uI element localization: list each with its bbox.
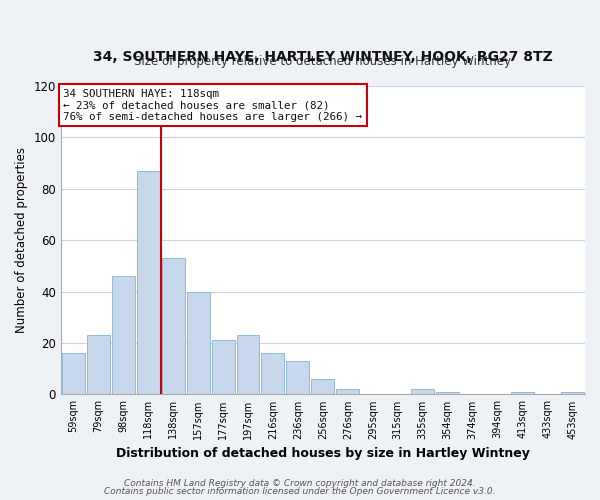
Bar — [212, 340, 235, 394]
Text: 34 SOUTHERN HAYE: 118sqm
← 23% of detached houses are smaller (82)
76% of semi-d: 34 SOUTHERN HAYE: 118sqm ← 23% of detach… — [63, 88, 362, 122]
X-axis label: Distribution of detached houses by size in Hartley Wintney: Distribution of detached houses by size … — [116, 447, 530, 460]
Bar — [62, 354, 85, 395]
Bar — [436, 392, 459, 394]
Bar — [311, 379, 334, 394]
Title: 34, SOUTHERN HAYE, HARTLEY WINTNEY, HOOK, RG27 8TZ: 34, SOUTHERN HAYE, HARTLEY WINTNEY, HOOK… — [93, 50, 553, 64]
Bar — [236, 336, 259, 394]
Bar — [511, 392, 534, 394]
Bar — [87, 336, 110, 394]
Bar — [161, 258, 185, 394]
Y-axis label: Number of detached properties: Number of detached properties — [15, 148, 28, 334]
Bar — [411, 390, 434, 394]
Bar — [337, 390, 359, 394]
Bar — [561, 392, 584, 394]
Bar — [286, 361, 310, 394]
Text: Size of property relative to detached houses in Hartley Wintney: Size of property relative to detached ho… — [134, 54, 511, 68]
Text: Contains public sector information licensed under the Open Government Licence v3: Contains public sector information licen… — [104, 487, 496, 496]
Text: Contains HM Land Registry data © Crown copyright and database right 2024.: Contains HM Land Registry data © Crown c… — [124, 478, 476, 488]
Bar — [112, 276, 134, 394]
Bar — [262, 354, 284, 395]
Bar — [137, 171, 160, 394]
Bar — [187, 292, 209, 395]
